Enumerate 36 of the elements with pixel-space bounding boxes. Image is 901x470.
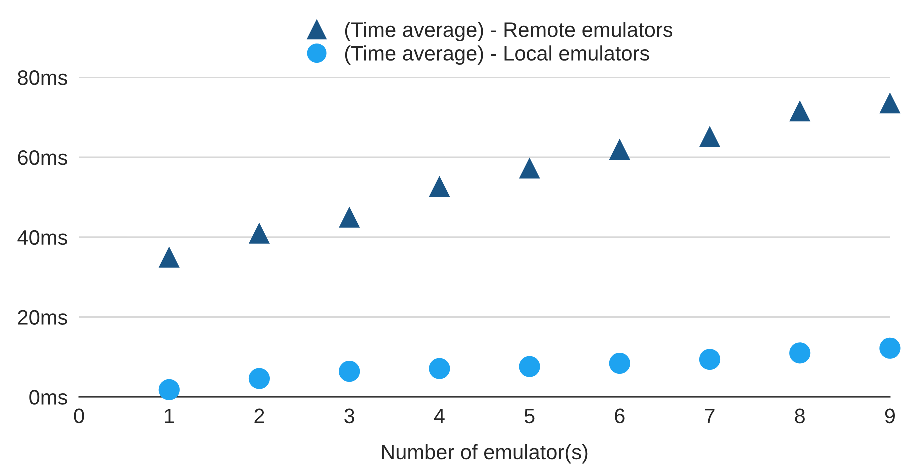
y-tick-label: 0ms (30, 390, 68, 405)
x-tick-label: 1 (165, 409, 174, 424)
point (880, 338, 901, 359)
point (609, 138, 630, 160)
point (699, 126, 721, 148)
point (429, 358, 450, 380)
x-tick-label: 9 (885, 408, 895, 424)
point (790, 100, 811, 122)
point (339, 361, 360, 382)
x-tick-label: 0 (74, 408, 84, 424)
point (429, 176, 450, 198)
point (248, 368, 270, 390)
x-tick-label: 7 (705, 409, 715, 424)
y-tick-label: 80ms (18, 70, 68, 86)
point (248, 222, 270, 244)
y-tick-label: 40ms (18, 230, 68, 246)
x-tick-label: 6 (615, 408, 625, 424)
point (609, 353, 630, 374)
point (880, 92, 901, 114)
x-tick-label: 8 (795, 408, 805, 424)
point (519, 356, 540, 378)
legend-label: (Time average) - Remote emulators (345, 22, 673, 42)
x-axis-title: Number of emulator(s) (382, 444, 588, 464)
point (699, 349, 721, 370)
legend-label: (Time average) - Local emulators (345, 46, 650, 66)
point (339, 206, 360, 228)
x-tick-label: 4 (434, 409, 445, 424)
point (158, 379, 180, 400)
point (158, 246, 180, 268)
x-tick-label: 3 (344, 408, 354, 424)
y-tick-label: 20ms (18, 310, 68, 326)
x-tick-label: 2 (254, 408, 264, 424)
point (790, 342, 811, 364)
y-tick-label: 60ms (18, 150, 68, 166)
point (519, 158, 540, 179)
x-tick-label: 5 (524, 409, 535, 424)
